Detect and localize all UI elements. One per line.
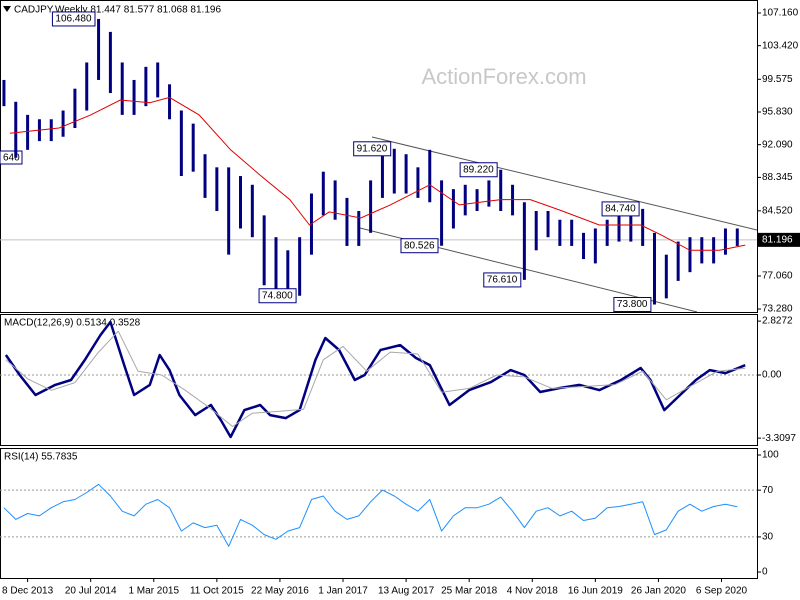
y-tick-label: 30: [762, 532, 774, 543]
y-tick-label: 100: [762, 450, 779, 461]
last-price-box: [758, 232, 800, 247]
y-tick-label: 0: [762, 567, 768, 578]
x-tick-label: 13 Aug 2017: [378, 586, 435, 597]
x-tick-label: 16 Jun 2019: [568, 586, 623, 597]
annotation-label: 106.480: [55, 14, 92, 25]
x-tick-label: 25 Mar 2018: [441, 586, 498, 597]
x-tick-label: 4 Nov 2018: [507, 586, 559, 597]
annotation-box: [459, 162, 498, 178]
y-tick-label: 2.8272: [762, 316, 793, 327]
annotation-box: [51, 11, 96, 27]
macd-title: MACD(12,26,9) 0.5134 0.3528: [4, 318, 141, 329]
x-tick-label: 20 Jul 2014: [65, 586, 117, 597]
y-tick-label: 95.830: [762, 107, 793, 118]
clipped-label: 640: [3, 153, 20, 164]
indicator-line: [4, 320, 746, 439]
annotation-label: 89.220: [463, 164, 494, 175]
x-tick-label: 22 May 2016: [251, 586, 309, 597]
x-tick-label: 6 Sep 2020: [696, 586, 748, 597]
annotation-box: [258, 288, 297, 304]
moving-average: [9, 96, 746, 251]
symbol-arrow: [3, 6, 11, 12]
annotation-label: 80.526: [404, 240, 435, 251]
annotation-box: [613, 296, 652, 312]
watermark: ActionForex.com: [421, 64, 586, 89]
annotation-box: [601, 201, 640, 217]
y-tick-label: 84.520: [762, 205, 793, 216]
x-tick-label: 1 Mar 2015: [128, 586, 179, 597]
indicator-line: [5, 330, 746, 427]
panel-frame: [0, 314, 758, 446]
panel-frame: [0, 448, 758, 579]
x-tick-label: 1 Jan 2017: [318, 586, 368, 597]
x-tick-label: 26 Jan 2020: [631, 586, 686, 597]
y-tick-label: 103.420: [762, 40, 799, 51]
indicator-line: [3, 483, 738, 547]
x-tick-label: 11 Oct 2015: [190, 586, 244, 597]
annotation-label: 74.800: [262, 290, 293, 301]
annotation-label: 84.740: [605, 204, 636, 215]
annotation-label: 73.800: [617, 299, 648, 310]
y-tick-label: 99.575: [762, 74, 793, 85]
y-tick-label: 77.060: [762, 271, 793, 282]
y-tick-label: 70: [762, 485, 774, 496]
y-tick-label: 88.345: [762, 172, 793, 183]
y-tick-label: 73.280: [762, 304, 793, 315]
annotation-box: [353, 141, 392, 157]
rsi-title: RSI(14) 55.7835: [4, 452, 78, 463]
y-tick-label: 0.00: [762, 370, 782, 381]
annotation-label: 76.610: [487, 275, 518, 286]
x-tick-label: 8 Dec 2013: [2, 586, 54, 597]
y-tick-label: 92.090: [762, 139, 793, 150]
annotation-box: [483, 272, 522, 288]
y-tick-label: 107.160: [762, 8, 799, 19]
channel-line: [371, 136, 757, 231]
annotation-label: 91.620: [357, 143, 388, 154]
last-price-label: 81.196: [762, 235, 793, 246]
chart-title: CADJPY,Weekly 81.447 81.577 81.068 81.19…: [14, 5, 221, 16]
y-tick-label: -3.3097: [762, 433, 796, 444]
annotation-box: [400, 238, 439, 254]
